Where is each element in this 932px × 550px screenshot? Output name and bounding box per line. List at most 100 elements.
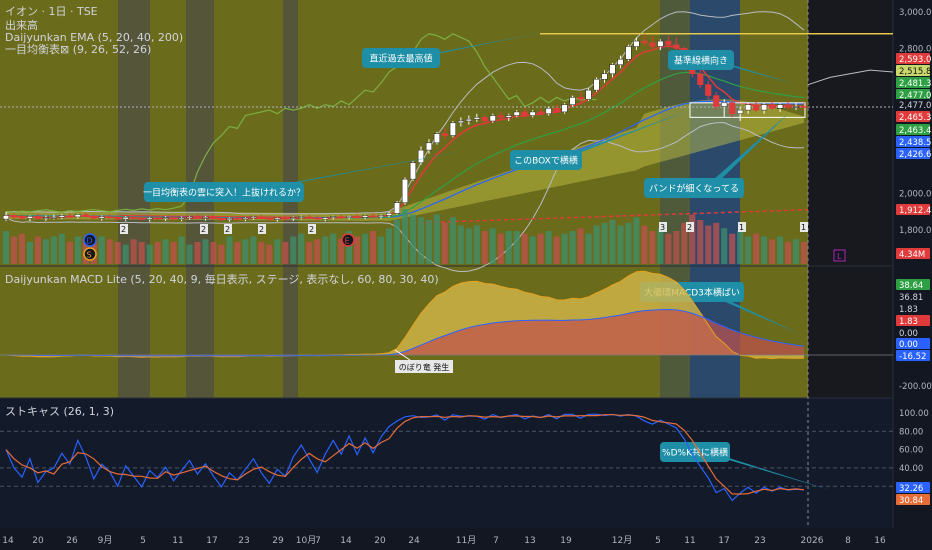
candle bbox=[785, 104, 792, 108]
price-tag-bg bbox=[896, 53, 930, 64]
candle bbox=[10, 215, 18, 218]
noboriryu-bg bbox=[395, 360, 453, 373]
candle bbox=[170, 217, 177, 220]
candle bbox=[401, 178, 409, 203]
volume-bar bbox=[617, 225, 624, 264]
macd-tag-bg bbox=[896, 350, 930, 361]
marker-bg bbox=[308, 224, 316, 234]
signal-letter: D bbox=[87, 237, 93, 246]
candle bbox=[792, 106, 800, 108]
time-axis-label: 11月 bbox=[456, 535, 476, 546]
time-axis-panel bbox=[0, 528, 932, 550]
annotation-base-line: 基準線横向き bbox=[674, 55, 728, 67]
trend-line bbox=[419, 208, 809, 224]
price-tag: 2,481.3 bbox=[899, 79, 931, 89]
marker-bg bbox=[686, 222, 694, 232]
stage-marker: 2 bbox=[259, 225, 264, 234]
volume-bar bbox=[792, 239, 800, 264]
stoch-axis-label: 60.00 bbox=[899, 446, 923, 456]
candle bbox=[601, 73, 608, 80]
macd-line-2 bbox=[5, 308, 805, 357]
price-tag-bg bbox=[896, 148, 930, 159]
volume-bar bbox=[202, 239, 209, 264]
ema-legend[interactable]: Daijyunkan EMA (5, 20, 40, 200) bbox=[5, 31, 184, 44]
candle bbox=[306, 216, 313, 219]
volume-bar bbox=[777, 236, 784, 264]
candle bbox=[282, 217, 289, 220]
ichimoku-legend[interactable]: 一目均衡表⊠ (9, 26, 52, 26) bbox=[5, 43, 152, 56]
volume-bar bbox=[473, 225, 480, 264]
macd-tag: -16.52 bbox=[899, 352, 926, 362]
candle bbox=[593, 78, 600, 91]
time-axis-label: 20 bbox=[374, 536, 386, 546]
volume-bar bbox=[401, 209, 409, 264]
time-axis-label: 7 bbox=[493, 536, 499, 546]
candle bbox=[362, 215, 369, 218]
candle bbox=[74, 214, 81, 218]
volume-bar bbox=[417, 217, 424, 264]
volume-bar bbox=[266, 244, 273, 264]
volume-bar bbox=[194, 242, 201, 264]
candle bbox=[657, 40, 664, 47]
volume-bar bbox=[386, 228, 393, 264]
volume-bar bbox=[290, 236, 297, 264]
candle bbox=[617, 58, 624, 65]
candle bbox=[18, 217, 25, 219]
candle bbox=[665, 40, 672, 45]
stoch-tag-bg bbox=[896, 482, 930, 493]
volume-bar bbox=[186, 244, 193, 264]
volume-bar bbox=[681, 222, 688, 264]
candle bbox=[465, 118, 472, 122]
volume-bar bbox=[505, 231, 512, 264]
candle bbox=[721, 102, 728, 107]
price-tag-bg bbox=[896, 99, 930, 110]
volume-bar bbox=[481, 231, 488, 264]
volume-bar bbox=[561, 233, 568, 264]
macd-legend[interactable]: Daijyunkan MACD Lite (5, 20, 40, 9, 毎日表示… bbox=[5, 273, 439, 286]
marker-bg bbox=[800, 222, 808, 232]
signal-letter: S bbox=[87, 251, 92, 260]
volume-bar bbox=[585, 233, 592, 264]
volume-bar bbox=[521, 233, 528, 264]
stoch-legend[interactable]: ストキャス (26, 1, 3) bbox=[5, 405, 115, 418]
candle bbox=[226, 218, 233, 221]
candle bbox=[242, 217, 249, 220]
stage-band bbox=[740, 0, 808, 398]
range-box bbox=[689, 102, 806, 118]
trend-line-2 bbox=[119, 215, 301, 218]
callout-pointer bbox=[707, 60, 795, 84]
candle bbox=[186, 216, 193, 219]
candle bbox=[737, 109, 744, 114]
price-tag: 2,463.4 bbox=[899, 126, 931, 136]
callout-box bbox=[660, 442, 730, 462]
candle bbox=[370, 215, 377, 218]
price-tag-bg bbox=[896, 111, 930, 122]
volume-bar bbox=[362, 233, 369, 264]
time-axis-label: 16 bbox=[874, 536, 886, 546]
volume-legend[interactable]: 出来高 bbox=[5, 19, 38, 32]
symbol-legend[interactable]: イオン · 1日 · TSE bbox=[5, 5, 98, 18]
time-axis-label: 5 bbox=[140, 536, 146, 546]
candle bbox=[769, 104, 776, 109]
candle bbox=[569, 97, 576, 105]
ichimoku-marker-box bbox=[833, 249, 846, 262]
volume-bar bbox=[441, 222, 448, 264]
stoch-axis-label: 40.00 bbox=[899, 464, 923, 474]
candle bbox=[66, 215, 73, 218]
price-tag-bg bbox=[896, 89, 930, 100]
volume-bar bbox=[26, 242, 33, 264]
price-tag: 2,426.6 bbox=[899, 150, 931, 160]
candle bbox=[290, 217, 297, 219]
volume-bar bbox=[513, 231, 520, 264]
time-axis-label: 17 bbox=[206, 536, 217, 546]
stage-marker: 2 bbox=[225, 225, 230, 234]
candle bbox=[433, 133, 440, 144]
time-axis-label: 14 bbox=[340, 536, 352, 546]
time-axis-label: 23 bbox=[754, 536, 765, 546]
time-axis-label: 9月 bbox=[98, 535, 113, 546]
macd-band-20-40 bbox=[5, 309, 805, 356]
candle bbox=[537, 111, 544, 114]
candle bbox=[42, 217, 49, 219]
volume-bar bbox=[218, 244, 225, 264]
